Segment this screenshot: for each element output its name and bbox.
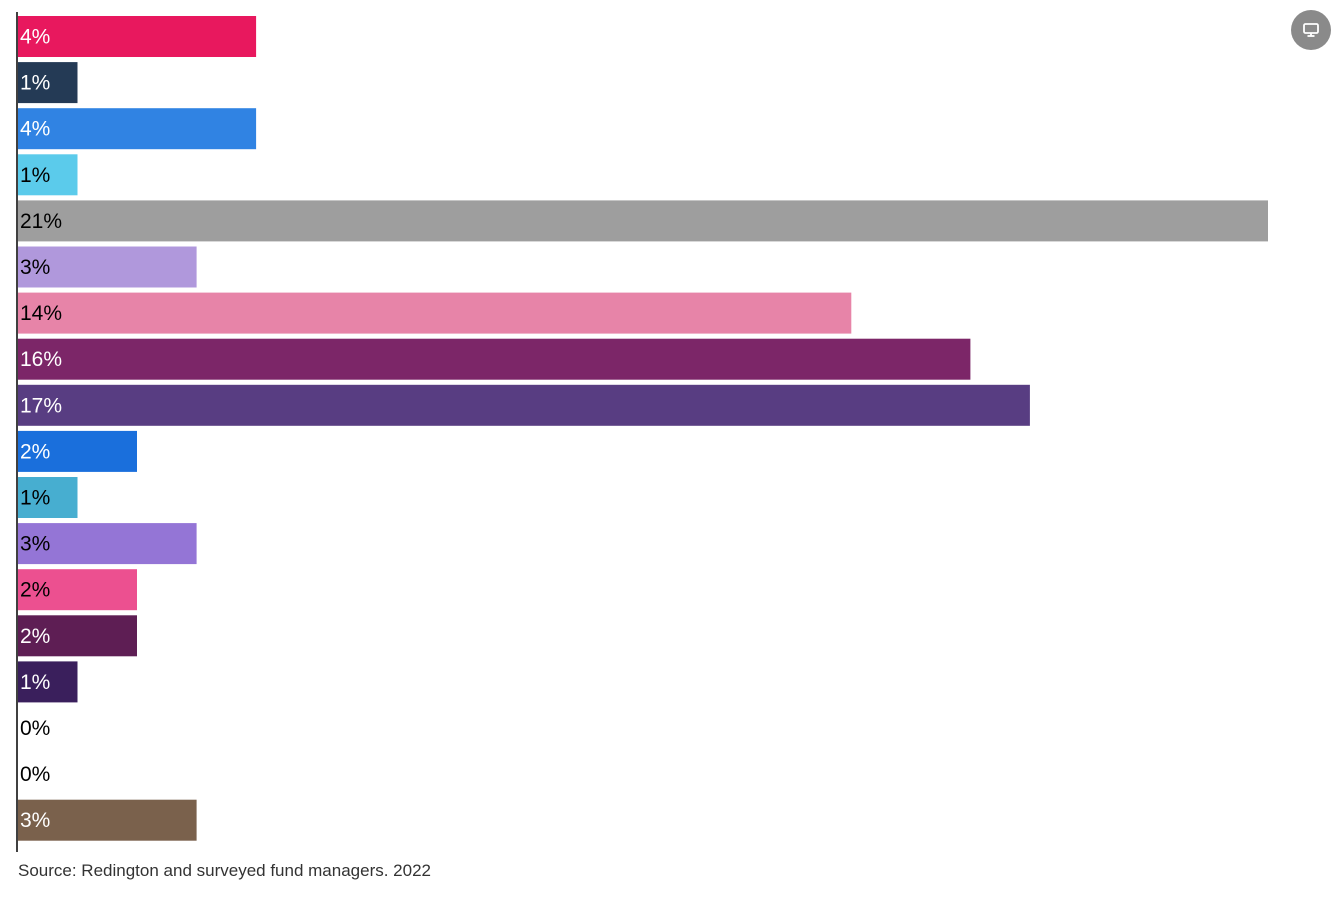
bar-value-label: 0%	[20, 717, 50, 740]
bar	[18, 523, 197, 565]
bar-value-label: 1%	[20, 164, 50, 187]
bar	[18, 615, 137, 657]
bar-value-label: 16%	[20, 348, 62, 371]
bar	[18, 799, 197, 841]
bar	[18, 200, 1268, 242]
bar	[18, 430, 137, 472]
monitor-icon	[1302, 22, 1320, 38]
bar-value-label: 3%	[20, 533, 50, 556]
bar	[18, 569, 137, 611]
bar	[18, 62, 78, 104]
bar-value-label: 4%	[20, 118, 50, 141]
bar	[18, 246, 197, 288]
bar-value-label: 3%	[20, 256, 50, 279]
view-toggle-button[interactable]	[1291, 10, 1331, 50]
bar-value-label: 1%	[20, 487, 50, 510]
bar	[18, 16, 257, 57]
bar	[18, 292, 852, 334]
bar-value-label: 17%	[20, 394, 62, 417]
bar-value-label: 14%	[20, 302, 62, 325]
bar-value-label: 2%	[20, 579, 50, 602]
bar	[18, 108, 257, 150]
source-note: Source: Redington and surveyed fund mana…	[18, 861, 431, 880]
bar-value-label: 21%	[20, 210, 62, 233]
bar-value-label: 0%	[20, 763, 50, 786]
bar	[18, 384, 1030, 426]
bar	[18, 338, 971, 380]
bar-value-label: 2%	[20, 625, 50, 648]
bar	[18, 154, 78, 196]
bar-value-label: 3%	[20, 809, 50, 832]
bar-value-label: 1%	[20, 671, 50, 694]
bar-value-label: 4%	[20, 26, 50, 49]
bar-value-label: 2%	[20, 440, 50, 463]
bar-value-label: 1%	[20, 72, 50, 95]
bars-layer: 4% 1% 4% 1% 21% 3% 14% 16% 17% 2% 1% 3% 2% 2% 1% 0% 0% 3%	[18, 16, 1268, 841]
bar	[18, 661, 78, 703]
bar	[18, 477, 78, 518]
